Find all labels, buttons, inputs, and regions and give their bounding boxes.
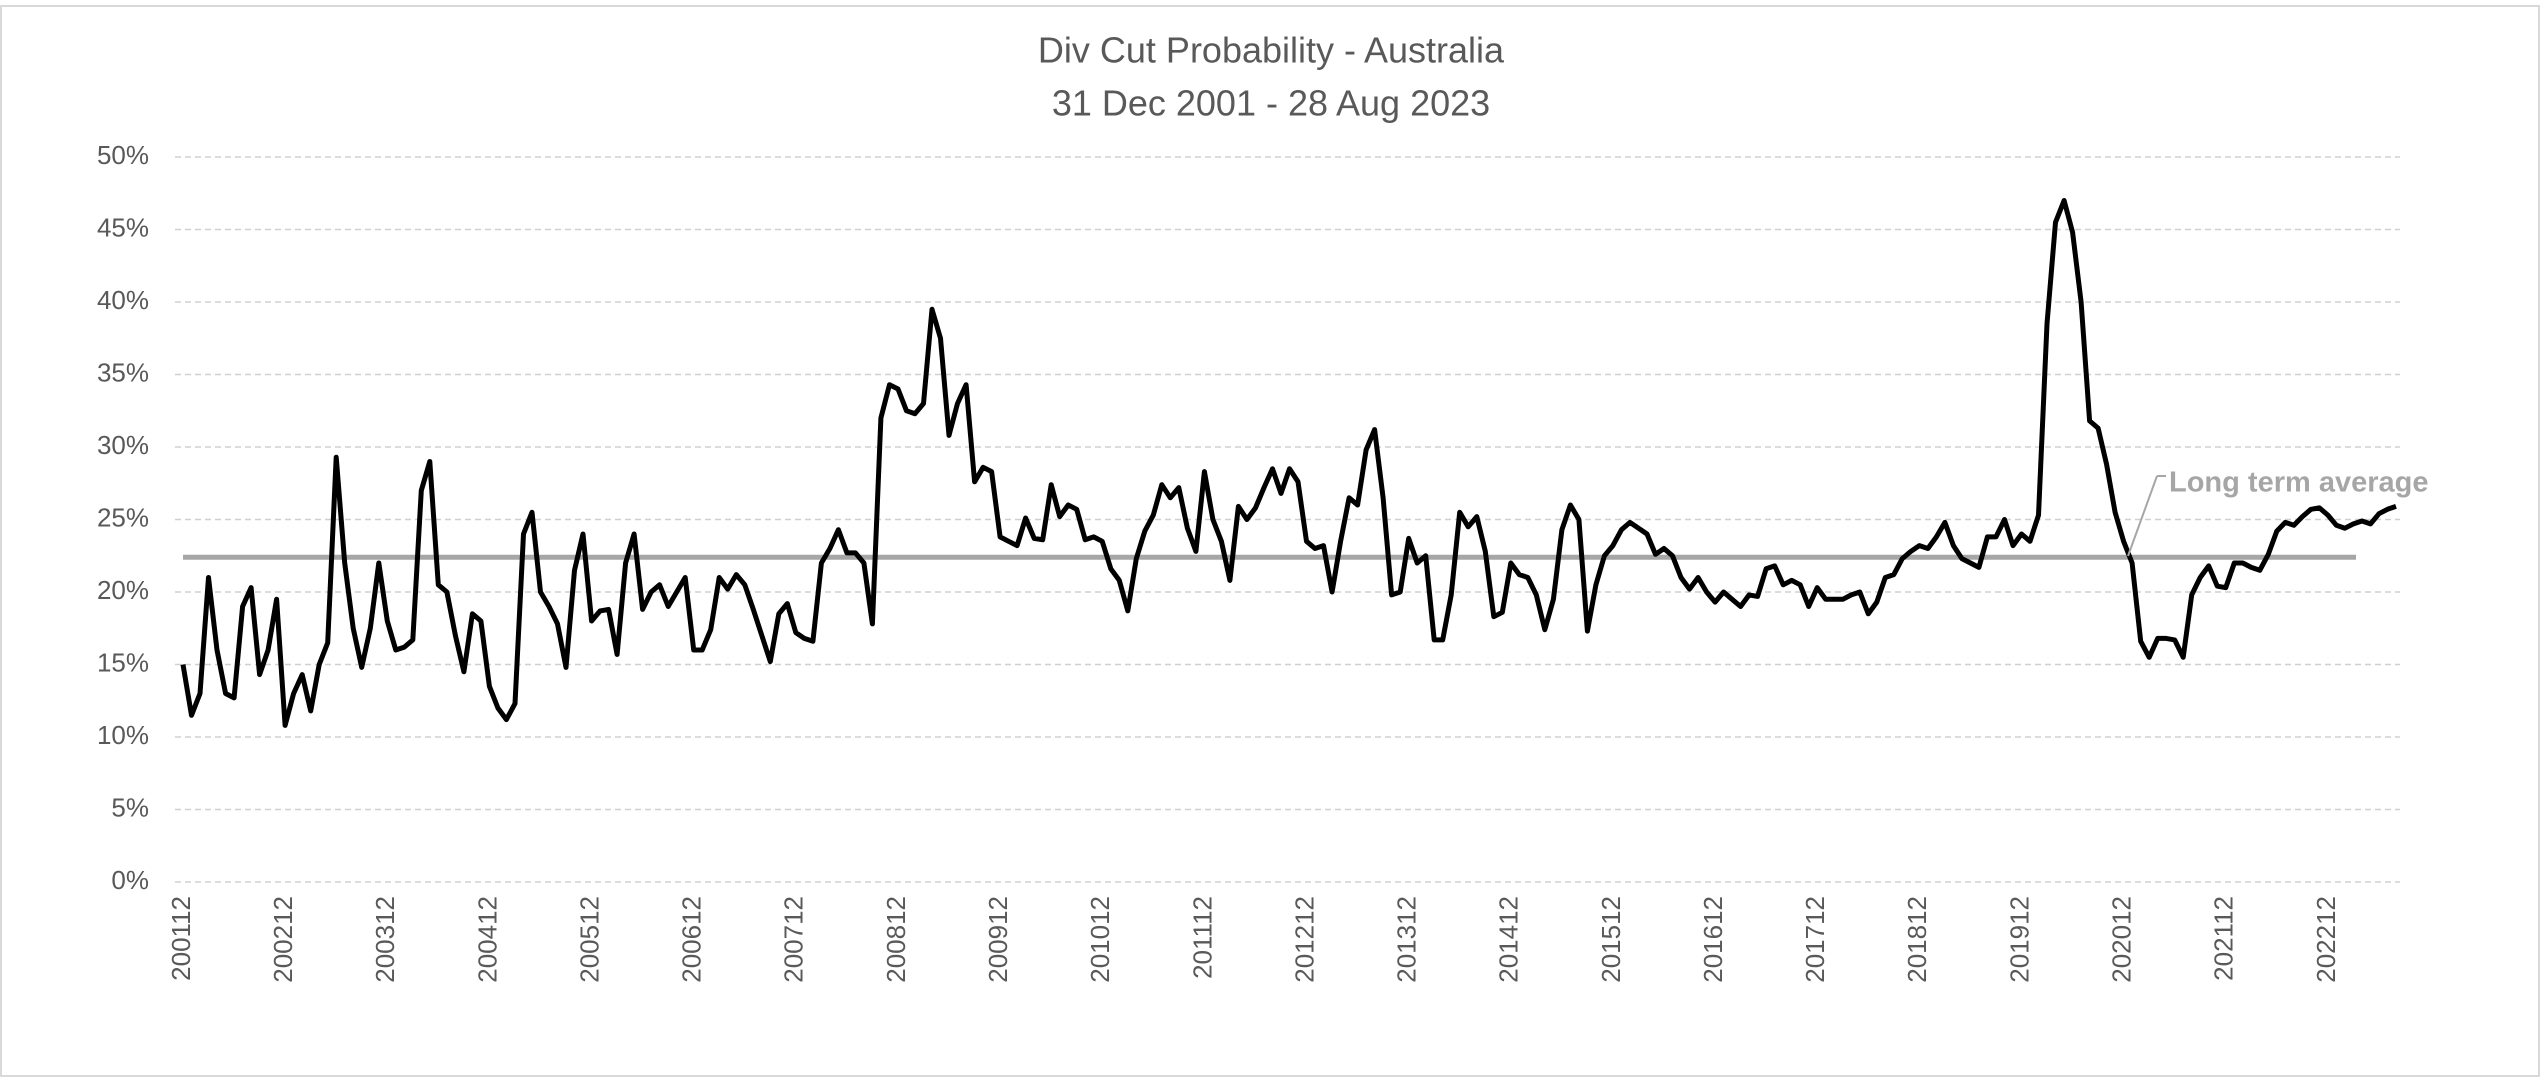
chart-title: Div Cut Probability - Australia — [1038, 30, 1505, 71]
data-line — [180, 198, 2397, 728]
chart-border — [0, 5, 2540, 1077]
y-tick-label: 50% — [97, 140, 149, 170]
x-tick-label: 201512 — [1596, 896, 1626, 983]
x-tick-label: 201812 — [1902, 896, 1932, 983]
y-tick-label: 25% — [97, 502, 149, 532]
y-tick-label: 35% — [97, 357, 149, 387]
annotation-leader — [2127, 475, 2158, 557]
y-tick-label: 45% — [97, 212, 149, 242]
x-tick-label: 201412 — [1494, 896, 1524, 983]
x-tick-label: 201612 — [1698, 896, 1728, 983]
x-tick-label: 200912 — [983, 896, 1013, 983]
y-tick-label: 10% — [97, 720, 149, 750]
y-tick-label: 30% — [97, 430, 149, 460]
x-tick-label: 200412 — [472, 896, 502, 983]
annotation: Long term average — [2169, 467, 2428, 499]
y-tick-label: 15% — [97, 647, 149, 677]
x-tick-label: 201712 — [1800, 896, 1830, 983]
chart-subtitle: 31 Dec 2001 - 28 Aug 2023 — [1052, 83, 1490, 124]
x-tick-label: 200712 — [779, 896, 809, 983]
x-tick-label: 200512 — [574, 896, 604, 983]
y-tick-label: 20% — [97, 575, 149, 605]
x-tick-label: 201012 — [1085, 896, 1115, 983]
x-tick-label: 200112 — [166, 896, 196, 981]
y-tick-label: 40% — [97, 285, 149, 315]
x-tick-label: 201312 — [1392, 896, 1422, 983]
x-tick-label: 200312 — [370, 896, 400, 983]
x-tick-label: 200812 — [881, 896, 911, 983]
y-tick-label: 0% — [111, 865, 149, 895]
x-tick-label: 201112 — [1187, 896, 1217, 979]
x-tick-label: 200212 — [268, 896, 298, 983]
x-tick-label: 200612 — [677, 896, 707, 983]
x-tick-label: 202012 — [2107, 896, 2137, 983]
x-tick-label: 201912 — [2004, 896, 2034, 983]
x-tick-label: 202212 — [2311, 896, 2341, 983]
y-tick-label: 5% — [111, 792, 149, 822]
x-tick-label: 201212 — [1289, 896, 1319, 983]
x-tick-label: 202112 — [2209, 896, 2239, 981]
